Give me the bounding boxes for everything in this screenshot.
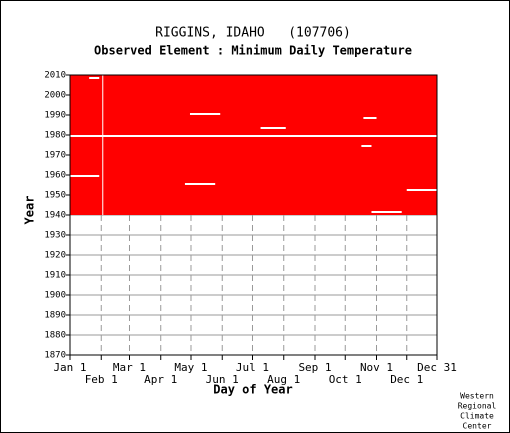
x-tick-label: Mar 1 bbox=[113, 361, 146, 374]
credit: Regional bbox=[458, 402, 497, 411]
y-tick-label: 1970 bbox=[44, 151, 66, 161]
y-tick-label: 1870 bbox=[44, 351, 66, 361]
x-tick-label: Aug 1 bbox=[267, 373, 300, 386]
x-tick-label: Dec 31 bbox=[417, 361, 457, 374]
credit: Climate bbox=[460, 412, 494, 421]
y-tick-label: 1940 bbox=[44, 211, 66, 221]
missing-data bbox=[70, 175, 100, 177]
missing-data bbox=[189, 113, 221, 115]
missing-data bbox=[371, 211, 402, 213]
y-tick-label: 1900 bbox=[44, 291, 66, 301]
missing-data bbox=[89, 77, 100, 79]
y-tick-label: 1990 bbox=[44, 111, 66, 121]
x-tick-label: Apr 1 bbox=[144, 373, 177, 386]
missing-data bbox=[70, 135, 437, 137]
chart-title: RIGGINS, IDAHO (107706) bbox=[155, 26, 351, 41]
x-tick-label: Feb 1 bbox=[85, 373, 118, 386]
y-tick-label: 2000 bbox=[44, 91, 66, 101]
plot-border bbox=[69, 74, 438, 356]
chart-subtitle: Observed Element : Minimum Daily Tempera… bbox=[94, 44, 412, 58]
credit: Western bbox=[460, 392, 494, 401]
y-tick-label: 1930 bbox=[44, 231, 66, 241]
missing-data bbox=[102, 75, 104, 215]
missing-data bbox=[260, 127, 286, 129]
x-tick-label: Dec 1 bbox=[390, 373, 423, 386]
y-tick-label: 1950 bbox=[44, 191, 66, 201]
x-tick-label: Jan 1 bbox=[53, 361, 86, 374]
x-tick-label: May 1 bbox=[174, 361, 207, 374]
missing-data bbox=[363, 117, 377, 119]
x-tick-label: Jul 1 bbox=[236, 361, 269, 374]
missing-data bbox=[406, 189, 437, 191]
x-tick-label: Sep 1 bbox=[298, 361, 331, 374]
y-tick-label: 1960 bbox=[44, 171, 66, 181]
missing-data bbox=[184, 183, 216, 185]
data-coverage bbox=[70, 75, 437, 215]
y-tick-label: 2010 bbox=[44, 71, 66, 81]
y-tick-label: 1890 bbox=[44, 311, 66, 321]
y-axis-label: Year bbox=[23, 196, 37, 225]
credit: Center bbox=[463, 422, 492, 431]
y-tick-label: 1980 bbox=[44, 131, 66, 141]
x-tick-label: Nov 1 bbox=[360, 361, 393, 374]
y-tick-label: 1880 bbox=[44, 331, 66, 341]
x-tick-label: Oct 1 bbox=[329, 373, 362, 386]
y-tick-label: 1910 bbox=[44, 271, 66, 281]
x-tick-label: Jun 1 bbox=[206, 373, 239, 386]
missing-data bbox=[361, 145, 372, 147]
y-tick-label: 1920 bbox=[44, 251, 66, 261]
x-axis-label: Day of Year bbox=[213, 383, 292, 397]
